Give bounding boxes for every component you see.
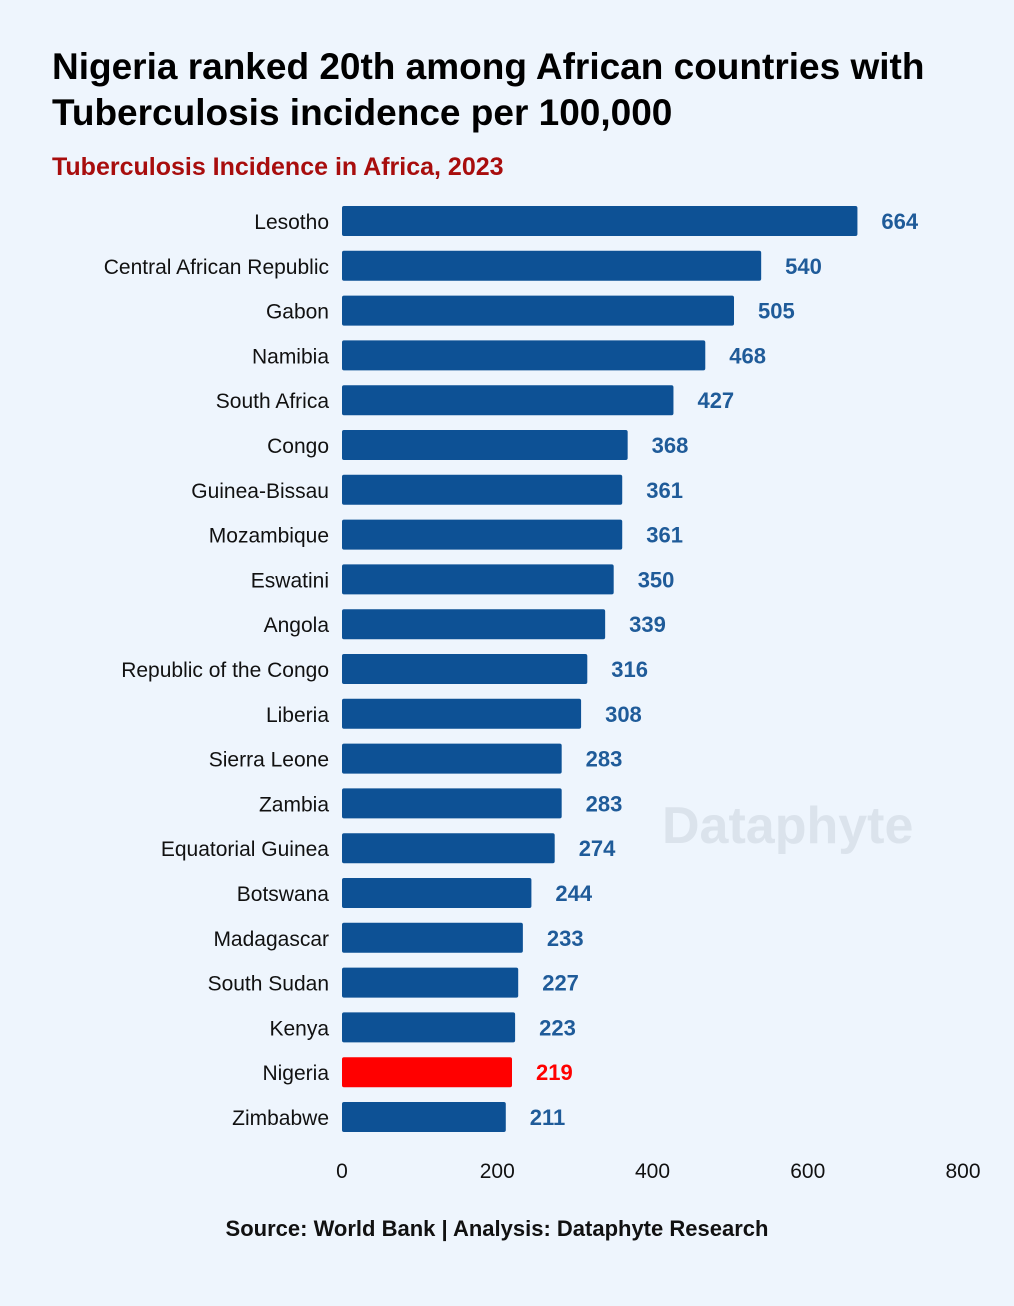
value-label: 361: [646, 478, 683, 503]
x-tick-label: 400: [635, 1160, 670, 1183]
bar: [342, 1102, 506, 1132]
value-label: 664: [881, 209, 918, 234]
chart-subtitle: Tuberculosis Incidence in Africa, 2023: [52, 153, 504, 181]
bar: [342, 967, 519, 998]
bar: [342, 564, 614, 595]
source-note: Source: World Bank | Analysis: Dataphyte…: [225, 1216, 769, 1241]
bar-chart: Lesotho 664 Central African Republic 540 Gab…: [104, 206, 981, 1183]
value-label: 316: [611, 657, 648, 682]
category-label: Namibia: [252, 345, 329, 368]
category-label: Congo: [267, 435, 329, 458]
category-label: Guinea-Bissau: [191, 480, 329, 503]
value-label: 211: [530, 1105, 566, 1130]
category-label: Sierra Leone: [209, 749, 329, 772]
highlight-bar: [342, 1057, 512, 1088]
category-label: Eswatini: [251, 569, 329, 592]
category-label: Liberia: [266, 704, 329, 727]
category-label: Nigeria: [262, 1062, 329, 1085]
category-label: Angola: [264, 614, 330, 637]
category-label: Madagascar: [213, 928, 329, 951]
value-label: 339: [629, 612, 666, 637]
x-tick-label: 0: [336, 1160, 348, 1183]
bar: [342, 430, 628, 460]
value-label: 368: [652, 433, 689, 458]
category-label: Botswana: [237, 883, 330, 906]
bar: [342, 519, 623, 550]
category-label: Lesotho: [254, 211, 329, 234]
x-tick-label: 600: [790, 1160, 825, 1183]
category-label: Central African Republic: [104, 256, 329, 279]
value-label: 244: [555, 881, 592, 906]
bar: [342, 698, 582, 729]
x-tick-label: 800: [945, 1160, 980, 1183]
value-label: 427: [697, 388, 734, 413]
value-label: 350: [638, 567, 675, 592]
bar: [342, 609, 606, 640]
category-label: Mozambique: [209, 525, 329, 548]
bar: [342, 206, 858, 236]
bar: [342, 385, 674, 416]
category-label: South Sudan: [208, 973, 329, 996]
bar: [342, 250, 762, 281]
bar: [342, 878, 532, 908]
category-label: Kenya: [269, 1017, 329, 1040]
category-label: Republic of the Congo: [121, 659, 329, 682]
bar: [342, 295, 735, 326]
chart-title: Nigeria ranked 20th among African countr…: [52, 46, 925, 133]
value-label: 283: [586, 791, 623, 816]
category-label: Zimbabwe: [232, 1107, 329, 1130]
bar: [342, 743, 562, 774]
value-label: 361: [646, 523, 683, 548]
category-label: Gabon: [266, 301, 329, 324]
value-label: 274: [579, 836, 616, 861]
category-label: Zambia: [259, 793, 329, 816]
value-label: 540: [785, 254, 822, 279]
value-label: 219: [536, 1060, 573, 1085]
bar: [342, 474, 623, 505]
value-label: 468: [729, 343, 766, 368]
value-label: 223: [539, 1015, 576, 1040]
category-label: South Africa: [216, 390, 330, 413]
watermark-logo: Dataphyte: [662, 797, 914, 855]
value-label: 233: [547, 926, 584, 951]
bar: [342, 788, 562, 819]
value-label: 505: [758, 299, 795, 324]
bar: [342, 340, 706, 371]
bar: [342, 922, 523, 953]
bar: [342, 654, 588, 684]
bar: [342, 1012, 516, 1043]
x-tick-label: 200: [480, 1160, 515, 1183]
value-label: 283: [586, 747, 623, 772]
value-label: 308: [605, 702, 642, 727]
category-label: Equatorial Guinea: [161, 838, 329, 861]
value-label: 227: [542, 971, 579, 996]
bar: [342, 833, 555, 864]
